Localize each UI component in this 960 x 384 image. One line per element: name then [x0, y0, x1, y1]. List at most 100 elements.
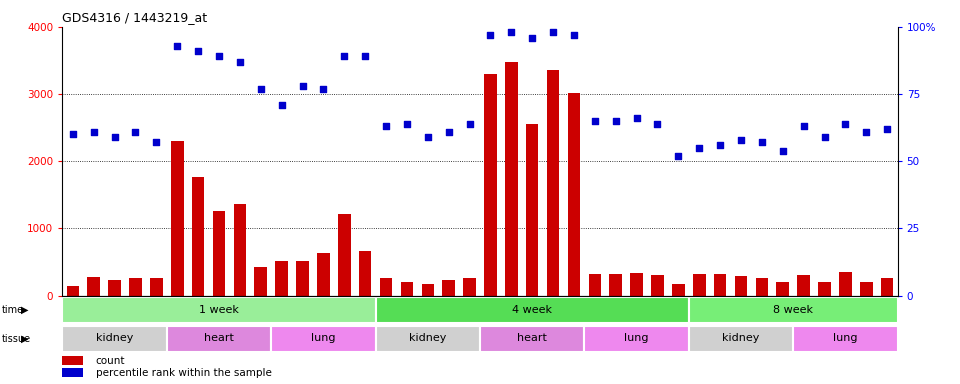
Bar	[233, 204, 246, 296]
Bar	[567, 93, 580, 296]
Bar	[130, 278, 142, 296]
Text: time: time	[2, 305, 24, 315]
Bar	[588, 273, 601, 296]
Point	[274, 102, 289, 108]
Point	[671, 153, 686, 159]
Point	[211, 53, 227, 60]
Point	[691, 145, 707, 151]
Point	[337, 53, 352, 60]
Point	[775, 147, 790, 154]
Point	[650, 121, 665, 127]
Bar	[689, 297, 898, 323]
Point	[755, 139, 770, 146]
Text: count: count	[96, 356, 126, 366]
Text: lung: lung	[624, 333, 649, 343]
Bar	[484, 74, 496, 296]
Point	[838, 121, 853, 127]
Bar	[380, 278, 393, 296]
Bar	[631, 273, 643, 296]
Bar	[66, 286, 79, 296]
Point	[441, 129, 456, 135]
Point	[608, 118, 623, 124]
Bar	[338, 214, 350, 296]
Bar	[272, 326, 375, 352]
Point	[378, 123, 394, 129]
Point	[357, 53, 372, 60]
Bar	[359, 252, 372, 296]
Text: 4 week: 4 week	[513, 305, 552, 314]
Bar	[734, 276, 747, 296]
Text: kidney: kidney	[409, 333, 446, 343]
Bar	[689, 326, 793, 352]
Text: kidney: kidney	[722, 333, 759, 343]
Bar	[87, 277, 100, 296]
Point	[796, 123, 811, 129]
Bar	[798, 275, 810, 296]
Point	[483, 32, 498, 38]
Bar	[62, 297, 375, 323]
Bar	[818, 281, 830, 296]
Bar	[672, 283, 684, 296]
Bar	[793, 326, 898, 352]
Point	[462, 121, 477, 127]
Point	[504, 29, 519, 35]
Point	[879, 126, 895, 132]
Point	[295, 83, 310, 89]
Bar	[375, 297, 689, 323]
Bar	[276, 261, 288, 296]
Bar	[610, 273, 622, 296]
Bar	[375, 326, 480, 352]
Text: ▶: ▶	[21, 305, 29, 315]
Bar	[108, 280, 121, 296]
Bar	[297, 261, 309, 296]
Point	[712, 142, 728, 148]
Text: lung: lung	[833, 333, 857, 343]
Point	[588, 118, 603, 124]
Bar	[62, 326, 167, 352]
Point	[545, 29, 561, 35]
Bar	[171, 141, 183, 296]
Text: percentile rank within the sample: percentile rank within the sample	[96, 368, 272, 378]
Bar	[651, 275, 663, 296]
Point	[858, 129, 874, 135]
Bar	[443, 280, 455, 296]
Bar	[526, 124, 539, 296]
Bar	[480, 326, 585, 352]
Text: heart: heart	[517, 333, 547, 343]
Bar	[860, 282, 873, 296]
Point	[420, 134, 436, 140]
Text: lung: lung	[311, 333, 336, 343]
Bar	[839, 272, 852, 296]
Text: 8 week: 8 week	[773, 305, 813, 314]
Text: GDS4316 / 1443219_at: GDS4316 / 1443219_at	[62, 11, 207, 24]
Point	[107, 134, 122, 140]
Bar	[777, 281, 789, 296]
Bar	[693, 273, 706, 296]
Text: tissue: tissue	[2, 334, 31, 344]
Bar	[400, 282, 413, 296]
Bar	[421, 284, 434, 296]
Bar	[881, 278, 894, 296]
Point	[253, 86, 269, 92]
Bar	[167, 326, 272, 352]
Point	[733, 137, 749, 143]
Point	[399, 121, 415, 127]
Point	[149, 139, 164, 146]
Text: ▶: ▶	[21, 334, 29, 344]
Bar	[192, 177, 204, 296]
Bar	[464, 278, 476, 296]
Text: heart: heart	[204, 333, 234, 343]
Bar	[756, 278, 768, 296]
Point	[232, 59, 248, 65]
Point	[170, 43, 185, 49]
Point	[817, 134, 832, 140]
Bar	[62, 356, 84, 366]
Point	[629, 115, 644, 121]
Point	[65, 131, 81, 137]
Point	[128, 129, 143, 135]
Bar	[254, 267, 267, 296]
Bar	[585, 326, 689, 352]
Point	[316, 86, 331, 92]
Text: kidney: kidney	[96, 333, 133, 343]
Bar	[714, 273, 727, 296]
